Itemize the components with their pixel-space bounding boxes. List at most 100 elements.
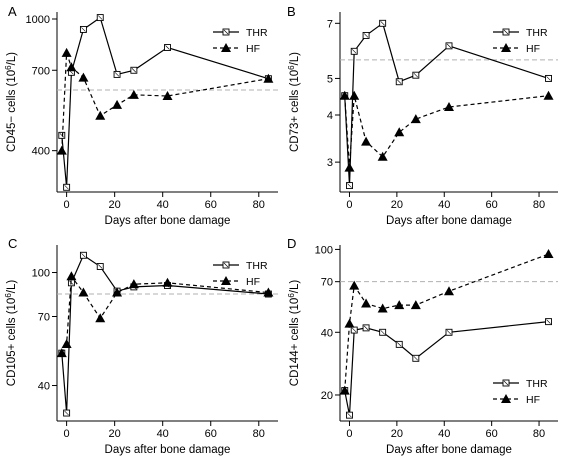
y-axis-title: CD105+ cells (106/L) <box>4 280 18 387</box>
hf-point <box>95 110 106 120</box>
thr-point-mark <box>352 327 357 333</box>
legend-label: THR <box>526 27 548 39</box>
x-axis-title: Days after bone damage <box>105 215 231 227</box>
x-tick-label: 0 <box>64 199 70 211</box>
series-hf <box>56 271 274 358</box>
x-tick-label: 20 <box>109 428 121 440</box>
panel-label: D <box>287 236 296 251</box>
hf-point <box>543 90 554 100</box>
y-tick-label: 4 <box>327 110 333 122</box>
y-tick-label: 1000 <box>26 14 50 26</box>
y-tick-label: 100 <box>32 268 50 280</box>
hf-point <box>263 73 274 83</box>
hf-point <box>162 91 173 101</box>
hf-point <box>339 90 350 100</box>
thr-point-mark <box>131 68 137 73</box>
y-axis-title: CD73+ cells (106/L) <box>287 52 301 152</box>
hf-point <box>349 90 360 100</box>
thr-point-mark <box>446 43 452 49</box>
thr-point-mark <box>223 29 229 35</box>
x-tick-label: 60 <box>205 199 217 211</box>
x-tick-label: 40 <box>157 428 169 440</box>
thr-point-mark <box>503 29 509 35</box>
series-thr <box>341 318 552 419</box>
hf-point <box>361 136 372 146</box>
hf-point <box>501 43 511 52</box>
thr-point-mark <box>347 412 352 418</box>
series-thr <box>341 19 552 190</box>
thr-point-mark <box>81 27 86 32</box>
hf-line <box>344 253 549 391</box>
hf-point <box>56 348 67 358</box>
hf-point <box>410 300 421 310</box>
legend-label: HF <box>246 276 260 288</box>
thr-point-mark <box>546 76 551 81</box>
thr-point-mark <box>503 380 509 386</box>
thr-point-mark <box>98 264 103 269</box>
thr-point-mark <box>352 49 357 54</box>
thr-point-mark <box>165 45 170 50</box>
thr-point-mark <box>223 262 229 268</box>
hf-point <box>112 99 123 109</box>
series-hf <box>56 47 274 155</box>
hf-point <box>112 287 123 297</box>
hf-point <box>221 43 231 52</box>
y-tick-label: 3 <box>327 157 333 169</box>
legend: THR HF <box>493 27 548 55</box>
hf-point <box>543 249 554 259</box>
x-tick-label: 0 <box>64 428 70 440</box>
x-tick-label: 80 <box>533 199 545 211</box>
x-axis-title: Days after bone damage <box>386 215 512 227</box>
thr-point-mark <box>64 185 69 190</box>
hf-point <box>344 318 355 328</box>
thr-point-mark <box>81 253 86 258</box>
hf-point <box>78 287 89 297</box>
hf-point <box>349 280 360 290</box>
hf-point <box>501 394 511 403</box>
x-tick-label: 0 <box>346 428 352 440</box>
y-tick-label: 100 <box>315 244 333 256</box>
panel-c: C 0 20 40 60 80 40 70 100 Days after bone damage C… <box>4 236 278 456</box>
panel-b: B 0 20 40 60 80 3 4 5 7 Days after bone damage CD73… <box>287 4 558 227</box>
thr-point-mark <box>546 319 551 324</box>
hf-point <box>444 286 454 296</box>
thr-line <box>61 254 269 414</box>
y-tick-label: 700 <box>32 65 50 77</box>
hf-point <box>263 287 274 297</box>
hf-point <box>95 313 106 323</box>
hf-point <box>66 271 77 281</box>
panel-label: C <box>8 236 17 251</box>
y-axis-title: CD45− cells (106/L) <box>4 52 18 152</box>
legend-label: HF <box>526 43 540 55</box>
x-tick-label: 60 <box>486 428 498 440</box>
hf-point <box>56 145 67 155</box>
x-tick-label: 60 <box>486 199 498 211</box>
hf-point <box>162 277 173 287</box>
thr-point-mark <box>413 356 419 361</box>
legend-label: HF <box>246 43 260 55</box>
hf-point <box>61 339 72 349</box>
y-tick-label: 5 <box>327 73 333 85</box>
y-axis-title: CD144+ cells (106/L) <box>287 280 301 387</box>
legend: THR HF <box>213 260 268 288</box>
series-thr <box>58 251 272 417</box>
panel-label: B <box>287 4 296 19</box>
hf-point <box>394 300 405 310</box>
thr-point-mark <box>413 72 419 78</box>
x-tick-label: 60 <box>205 428 217 440</box>
thr-point-mark <box>363 325 369 331</box>
thr-point-mark <box>347 183 352 188</box>
x-tick-label: 80 <box>253 199 265 211</box>
legend-label: THR <box>526 378 548 390</box>
legend-label: THR <box>246 27 268 39</box>
y-tick-label: 20 <box>321 390 333 402</box>
x-tick-label: 0 <box>346 199 352 211</box>
panel-label: A <box>8 4 17 19</box>
y-tick-label: 40 <box>38 381 50 393</box>
y-tick-label: 40 <box>321 327 333 339</box>
panel-a: A 0 20 40 60 80 400 700 1000 Days after bone dama… <box>4 4 278 227</box>
thr-point-mark <box>114 72 120 77</box>
x-tick-label: 20 <box>391 199 403 211</box>
